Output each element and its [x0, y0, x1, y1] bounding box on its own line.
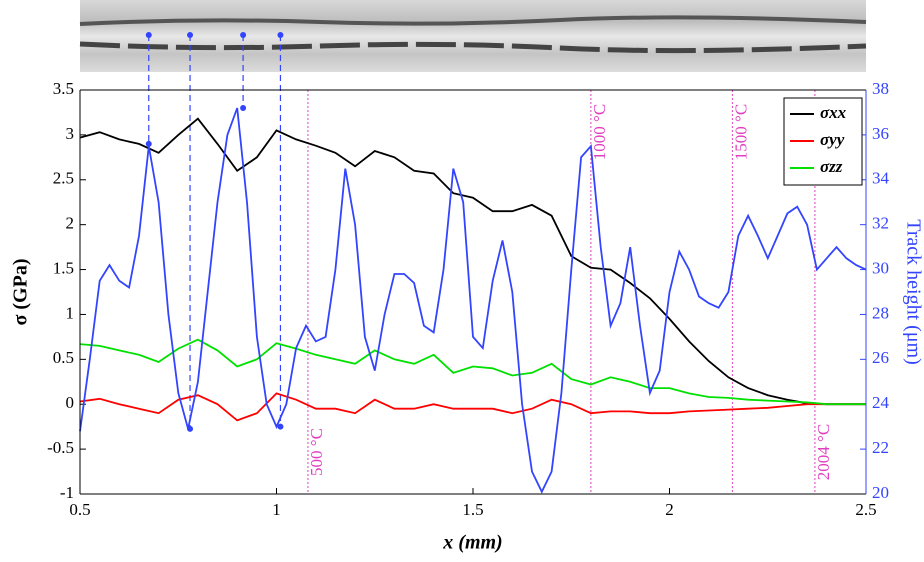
x-tick-label: 0.5	[69, 500, 90, 519]
y2-tick-label: 34	[872, 169, 890, 188]
y2-tick-label: 20	[872, 483, 889, 502]
y-tick-label: 2.5	[53, 169, 74, 188]
strip-dot	[187, 32, 194, 38]
peak-dot	[145, 140, 152, 147]
y-tick-label: -0.5	[47, 438, 74, 457]
y-tick-label: 1	[66, 303, 75, 322]
series-line	[79, 338, 866, 406]
y-tick-label: 1.5	[53, 258, 74, 277]
x-tick-label: 1.5	[462, 500, 483, 519]
x-tick-label: 2.5	[855, 500, 876, 519]
y-tick-label: -1	[60, 483, 74, 502]
x-tick-label: 1	[272, 500, 281, 519]
peak-dot	[277, 423, 284, 430]
y2-axis-label: Track height (μm)	[902, 219, 924, 365]
temperature-label: 2004 °C	[814, 424, 833, 480]
series-line	[79, 107, 867, 494]
legend-label: σxx	[820, 103, 847, 122]
x-tick-label: 2	[665, 500, 674, 519]
peak-dot	[240, 104, 247, 111]
legend-label: σzz	[820, 157, 843, 176]
temperature-label: 1500 °C	[731, 104, 750, 160]
track-image	[79, 0, 867, 72]
y-tick-label: 0.5	[53, 348, 74, 367]
strip-dot	[277, 32, 284, 38]
strip-dot	[240, 32, 247, 38]
y2-tick-label: 32	[872, 214, 889, 233]
y2-tick-label: 38	[872, 79, 889, 98]
y-tick-label: 3	[66, 124, 75, 143]
y-tick-label: 3.5	[53, 79, 74, 98]
y2-tick-label: 22	[872, 438, 889, 457]
y-axis-label: σ (GPa)	[10, 259, 32, 326]
y2-tick-label: 28	[872, 303, 889, 322]
y2-tick-label: 24	[872, 393, 890, 412]
temperature-label: 500 °C	[307, 428, 326, 476]
temperature-label: 1000 °C	[590, 104, 609, 160]
x-axis-label: x (mm)	[442, 532, 502, 554]
strip-dot	[145, 32, 152, 38]
y-tick-label: 0	[66, 393, 75, 412]
y2-tick-label: 30	[872, 258, 889, 277]
series-line	[79, 117, 866, 406]
series-line	[79, 392, 866, 422]
peak-dot	[187, 425, 194, 432]
y2-tick-label: 26	[872, 348, 889, 367]
y-tick-label: 2	[66, 214, 75, 233]
legend-label: σyy	[820, 130, 845, 149]
y2-tick-label: 36	[872, 124, 889, 143]
